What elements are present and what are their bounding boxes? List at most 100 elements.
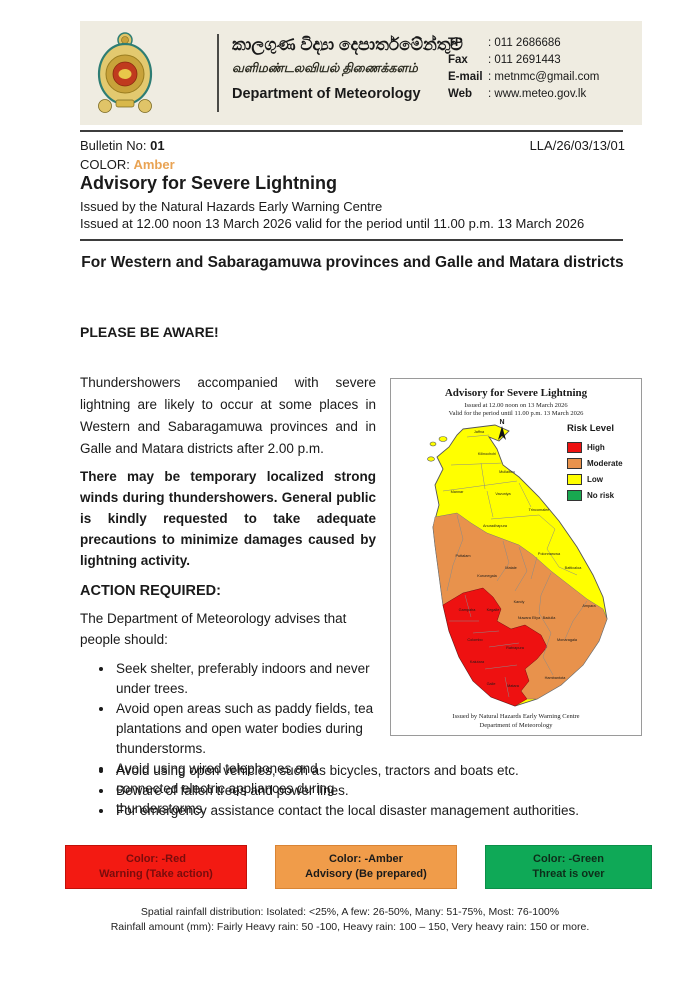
legend-title: Risk Level	[567, 423, 614, 434]
body-text-column: Thundershowers accompanied with severe l…	[80, 356, 376, 819]
district-label: Ampara	[582, 604, 596, 608]
legend-swatch	[567, 473, 582, 485]
department-titles: කාලගුණ විද්‍යා දෙපාර්තමේන්තුව வளிமண்டலவி…	[232, 33, 522, 105]
letterhead: කාලගුණ විද්‍යා දෙපාර්තමේන්තුව வளிமண்டலவி…	[80, 21, 642, 125]
department-title-sinhala: කාලගුණ විද්‍යා දෙපාර්තමේන්තුව	[232, 35, 463, 54]
color-box-green: Color: -Green Threat is over	[485, 845, 652, 889]
footer-rainfall-amount: Rainfall amount (mm): Fairly Heavy rain:…	[110, 921, 590, 933]
box-red-subtitle: Warning (Take action)	[99, 868, 213, 880]
color-label: COLOR:	[80, 157, 134, 172]
advisory-title: Advisory for Severe Lightning	[80, 173, 338, 193]
please-be-aware-heading: PLEASE BE AWARE!	[80, 324, 219, 340]
legend-swatch	[567, 489, 582, 501]
bulletin-color-line: COLOR: Amber	[80, 157, 175, 172]
advice-bullet: For emergency assistance contact the loc…	[114, 801, 628, 821]
advice-bullet: Avoid using wired telephones and connect…	[114, 759, 376, 819]
advice-list-bottom: Avoid using open vehicles, such as bicyc…	[80, 761, 628, 821]
district-label: Kegalle	[487, 608, 500, 612]
contact-row: Web: www.meteo.gov.lk	[448, 88, 587, 100]
box-amber-subtitle: Advisory (Be prepared)	[305, 868, 427, 880]
color-box-red: Color: -Red Warning (Take action)	[65, 845, 247, 889]
district-label: Polonnaruwa	[538, 552, 561, 556]
color-code-boxes: Color: -Red Warning (Take action) Color:…	[65, 845, 652, 889]
letterhead-divider	[217, 34, 219, 112]
box-amber-title: Color: -Amber	[329, 853, 403, 865]
action-required-heading: ACTION REQUIRED:	[80, 583, 221, 599]
paragraph-warning: There may be temporary localized strong …	[80, 469, 376, 568]
map-caption-line2: Department of Meteorology	[479, 722, 553, 729]
district-label: Gampaha	[459, 608, 477, 612]
contact-row: Fax: 011 2691443	[448, 54, 561, 66]
advice-bullet: Seek shelter, preferably indoors and nev…	[114, 659, 376, 699]
advice-bullet: Beware of fallen trees and power lines.	[114, 781, 628, 801]
district-label: Puttalam	[456, 554, 471, 558]
issued-by-line: Issued by the Natural Hazards Early Warn…	[80, 199, 383, 214]
district-label: Matara	[507, 684, 520, 688]
district-label: Galle	[487, 682, 496, 686]
district-labels: Jaffna Kilinochchi Mullaitivu Mannar Vavuniy…	[451, 430, 597, 688]
risk-map-panel: Jaffna Kilinochchi Mullaitivu Mannar Vavuniy…	[390, 378, 642, 736]
footer-spatial-distribution: Spatial rainfall distribution: Isolated:…	[140, 906, 560, 918]
bulletin-reference: LLA/26/03/13/01	[529, 138, 625, 153]
legend-swatch	[567, 441, 582, 453]
paragraph-forecast: Thundershowers accompanied with severe l…	[80, 375, 376, 456]
legend-row: High	[567, 439, 639, 455]
department-title-tamil: வளிமண்டலவியல் திணைக்களம்	[232, 61, 418, 75]
district-label: Nuwara Eliya	[518, 616, 541, 620]
district-label: Mullaitivu	[499, 470, 515, 474]
legend-row: No risk	[567, 487, 639, 503]
risk-legend: Risk Level High Moderate Low No risk	[567, 423, 639, 503]
action-intro: The Department of Meteorology advises th…	[80, 611, 347, 647]
district-label: Monaragala	[557, 638, 578, 642]
legend-row: Moderate	[567, 455, 639, 471]
contact-row: E-mail: metnmc@gmail.com	[448, 71, 600, 83]
issued-at-line: Issued at 12.00 noon 13 March 2026 valid…	[80, 216, 585, 231]
district-label: Hambantota	[545, 676, 567, 680]
map-region-high	[442, 587, 548, 707]
box-red-title: Color: -Red	[126, 853, 186, 865]
sri-lanka-risk-map: Jaffna Kilinochchi Mullaitivu Mannar Vavuniy…	[427, 424, 608, 707]
box-green-title: Color: -Green	[533, 853, 604, 865]
advice-list-top: Seek shelter, preferably indoors and nev…	[80, 659, 376, 819]
map-caption-line1: Issued by Natural Hazards Early Warning …	[452, 713, 580, 720]
legend-row: Low	[567, 471, 639, 487]
advice-bullet: Avoid using open vehicles, such as bicyc…	[114, 761, 628, 781]
district-label: Batticaloa	[565, 566, 583, 570]
header-rule	[80, 130, 623, 132]
contact-list: TP: 011 2686686 Fax: 011 2691443 E-mail: m…	[448, 35, 634, 103]
region-heading: For Western and Sabaragamuwa provinces a…	[81, 254, 624, 271]
department-title-english: Department of Meteorology	[232, 86, 421, 102]
district-label: Trincomalee	[529, 508, 550, 512]
district-label: Matale	[505, 566, 516, 570]
north-label: N	[499, 419, 505, 426]
sri-lanka-emblem-icon	[97, 32, 153, 113]
district-label: Vavuniya	[495, 492, 511, 496]
district-label: Kurunegala	[477, 574, 497, 578]
map-subtitle-issued: Issued at 12.00 noon on 13 March 2026	[464, 402, 568, 409]
risk-legend-rows: High Moderate Low No risk	[567, 439, 639, 503]
district-label: Kilinochchi	[478, 452, 496, 456]
contact-row: TP: 011 2686686	[448, 37, 561, 49]
box-green-subtitle: Threat is over	[532, 868, 605, 880]
district-label: Kandy	[514, 600, 525, 604]
district-label: Mannar	[451, 490, 465, 494]
map-caption: Issued by Natural Hazards Early Warning …	[391, 712, 641, 730]
bulletin-meta-row: Bulletin No: 01 LLA/26/03/13/01	[80, 138, 625, 153]
bulletin-number: Bulletin No: 01	[80, 138, 165, 153]
map-subtitle-valid: Valid for the period until 11.00 p.m. 13…	[448, 410, 584, 417]
north-arrow-icon: N	[495, 419, 509, 447]
color-value: Amber	[133, 157, 175, 172]
advice-bullet: Avoid open areas such as paddy fields, t…	[114, 699, 376, 759]
legend-swatch	[567, 457, 582, 469]
map-title: Advisory for Severe Lightning	[444, 387, 588, 399]
district-label: Colombo	[467, 638, 482, 642]
district-boundaries	[442, 434, 588, 698]
district-label: Kalutara	[470, 660, 485, 664]
color-box-amber: Color: -Amber Advisory (Be prepared)	[275, 845, 457, 889]
section-rule	[80, 239, 623, 241]
district-label: Anuradhapura	[483, 524, 508, 528]
advice-list-bottom-wrap: Avoid using open vehicles, such as bicyc…	[80, 761, 628, 821]
district-label: Badulla	[543, 616, 557, 620]
district-label: Jaffna	[474, 430, 485, 434]
